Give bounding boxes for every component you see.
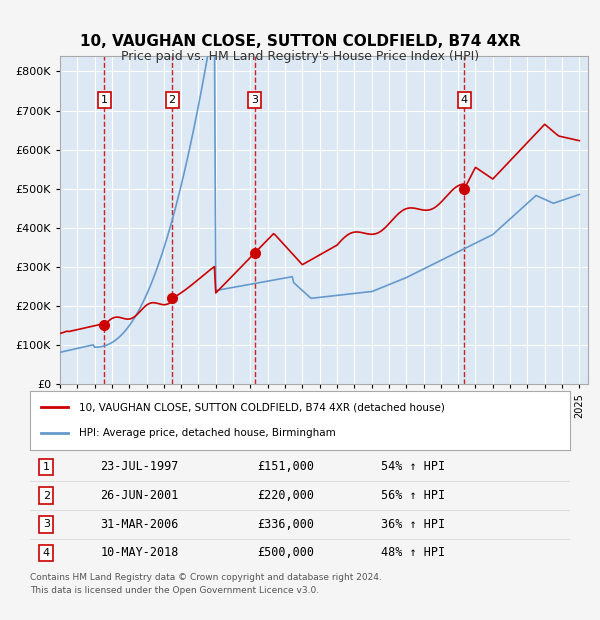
- Text: 1: 1: [101, 95, 108, 105]
- Text: £151,000: £151,000: [257, 461, 314, 474]
- Text: 23-JUL-1997: 23-JUL-1997: [100, 461, 179, 474]
- Text: £220,000: £220,000: [257, 489, 314, 502]
- Text: 10-MAY-2018: 10-MAY-2018: [100, 546, 179, 559]
- Text: £336,000: £336,000: [257, 518, 314, 531]
- Text: HPI: Average price, detached house, Birmingham: HPI: Average price, detached house, Birm…: [79, 428, 335, 438]
- Text: 31-MAR-2006: 31-MAR-2006: [100, 518, 179, 531]
- Text: 10, VAUGHAN CLOSE, SUTTON COLDFIELD, B74 4XR (detached house): 10, VAUGHAN CLOSE, SUTTON COLDFIELD, B74…: [79, 402, 445, 412]
- Text: 10, VAUGHAN CLOSE, SUTTON COLDFIELD, B74 4XR: 10, VAUGHAN CLOSE, SUTTON COLDFIELD, B74…: [80, 34, 520, 49]
- Text: 56% ↑ HPI: 56% ↑ HPI: [381, 489, 445, 502]
- Text: 3: 3: [43, 520, 50, 529]
- Text: 4: 4: [43, 548, 50, 558]
- Text: 36% ↑ HPI: 36% ↑ HPI: [381, 518, 445, 531]
- Text: 26-JUN-2001: 26-JUN-2001: [100, 489, 179, 502]
- Text: 3: 3: [251, 95, 258, 105]
- Text: 4: 4: [461, 95, 468, 105]
- Text: £500,000: £500,000: [257, 546, 314, 559]
- Text: 48% ↑ HPI: 48% ↑ HPI: [381, 546, 445, 559]
- Text: Contains HM Land Registry data © Crown copyright and database right 2024.: Contains HM Land Registry data © Crown c…: [30, 574, 382, 583]
- Text: 2: 2: [43, 490, 50, 500]
- Text: 2: 2: [169, 95, 176, 105]
- Text: Price paid vs. HM Land Registry's House Price Index (HPI): Price paid vs. HM Land Registry's House …: [121, 50, 479, 63]
- Text: 54% ↑ HPI: 54% ↑ HPI: [381, 461, 445, 474]
- Text: This data is licensed under the Open Government Licence v3.0.: This data is licensed under the Open Gov…: [30, 586, 319, 595]
- Text: 1: 1: [43, 462, 50, 472]
